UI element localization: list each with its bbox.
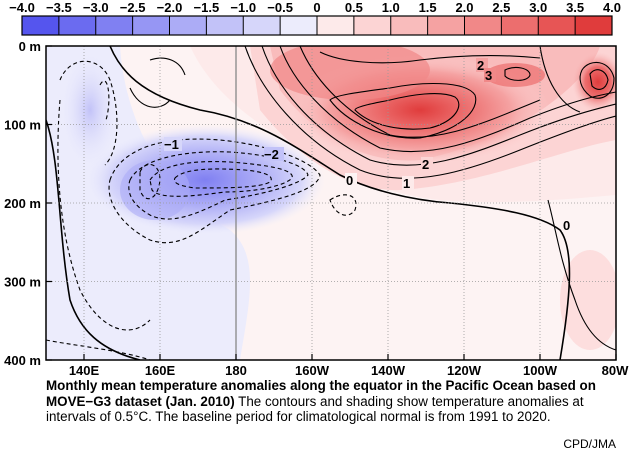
colorbar-tick-label: −2.5 — [120, 0, 146, 15]
caption-body: The contours and shading show temperatur… — [46, 393, 584, 425]
contour-label: −1 — [164, 137, 179, 152]
colorbar-swatch — [95, 16, 134, 35]
colorbar-swatch — [280, 16, 318, 35]
contour-label: −2 — [264, 147, 279, 162]
x-tick-label: 80W — [602, 363, 629, 378]
colorbar-tick-label: −2.0 — [157, 0, 183, 15]
x-axis-ticks: 140E 160E 180 160W 140W 120W 100W 80W — [69, 354, 629, 378]
colorbar-tick-label: 0 — [313, 0, 320, 15]
colorbar-tick-label: 1.0 — [382, 0, 400, 15]
y-axis-ticks: 0 m 100 m 200 m 300 m 400 m — [4, 39, 52, 368]
credit-label: CPD/JMA — [563, 437, 616, 451]
x-tick-label: 180 — [225, 363, 247, 378]
colorbar-tick-label: 1.5 — [419, 0, 437, 15]
contour-label: 0 — [346, 173, 353, 188]
y-tick-label: 300 m — [4, 275, 41, 290]
colorbar-swatch — [501, 16, 539, 35]
colorbar: −4.0 −3.5 −3.0 −2.5 −2.0 −1.5 −1.0 −0.5 0 0.5 1.0 1… — [9, 0, 621, 36]
colorbar-tick-label: −1.5 — [194, 0, 220, 15]
x-tick-label: 100W — [523, 363, 558, 378]
colorbar-tick-label: 2.0 — [455, 0, 473, 15]
colorbar-tick-label: 4.0 — [603, 0, 621, 15]
x-tick-label: 160W — [295, 363, 330, 378]
contour-label: 1 — [403, 176, 410, 191]
colorbar-tick-label: −4.0 — [9, 0, 35, 15]
contour-label: 3 — [485, 68, 492, 83]
colorbar-swatch — [132, 16, 170, 35]
x-tick-label: 120W — [447, 363, 482, 378]
y-tick-label: 400 m — [4, 353, 41, 368]
contour-label: 0 — [563, 218, 570, 233]
colorbar-swatch — [353, 16, 392, 35]
colorbar-swatch — [58, 16, 97, 35]
colorbar-swatch — [427, 16, 465, 35]
colorbar-tick-label: 2.5 — [492, 0, 510, 15]
figure-caption: Monthly mean temperature anomalies along… — [46, 378, 616, 425]
colorbar-swatch — [206, 16, 244, 35]
y-tick-label: 200 m — [4, 196, 41, 211]
colorbar-tick-label: −3.0 — [83, 0, 109, 15]
contour-label: 2 — [422, 157, 429, 172]
x-tick-label: 140E — [69, 363, 100, 378]
contour-lines — [46, 46, 616, 360]
colorbar-swatch — [243, 16, 281, 35]
grid — [46, 46, 616, 360]
colorbar-swatch — [464, 16, 502, 35]
colorbar-tick-label: −0.5 — [267, 0, 293, 15]
colorbar-swatch — [317, 16, 355, 35]
colorbar-swatch — [390, 16, 429, 35]
contour-label: 2 — [477, 58, 484, 73]
colorbar-tick-label: 3.5 — [566, 0, 584, 15]
x-tick-label: 160E — [145, 363, 176, 378]
colorbar-swatch — [169, 16, 207, 35]
contour-labels: 2 3 −1 −2 0 1 2 0 — [164, 58, 574, 233]
colorbar-tick-label: −3.5 — [46, 0, 72, 15]
colorbar-tick-label: 3.0 — [529, 0, 547, 15]
colorbar-tick-label: 0.5 — [345, 0, 363, 15]
colorbar-swatch — [22, 16, 60, 35]
colorbar-swatch — [538, 16, 576, 35]
caption-title: Monthly mean temperature anomalies along… — [46, 378, 596, 409]
colorbar-swatch — [575, 16, 613, 35]
y-tick-label: 0 m — [19, 39, 41, 54]
x-tick-label: 140W — [371, 363, 406, 378]
colorbar-tick-label: −1.0 — [230, 0, 256, 15]
y-tick-label: 100 m — [4, 118, 41, 133]
